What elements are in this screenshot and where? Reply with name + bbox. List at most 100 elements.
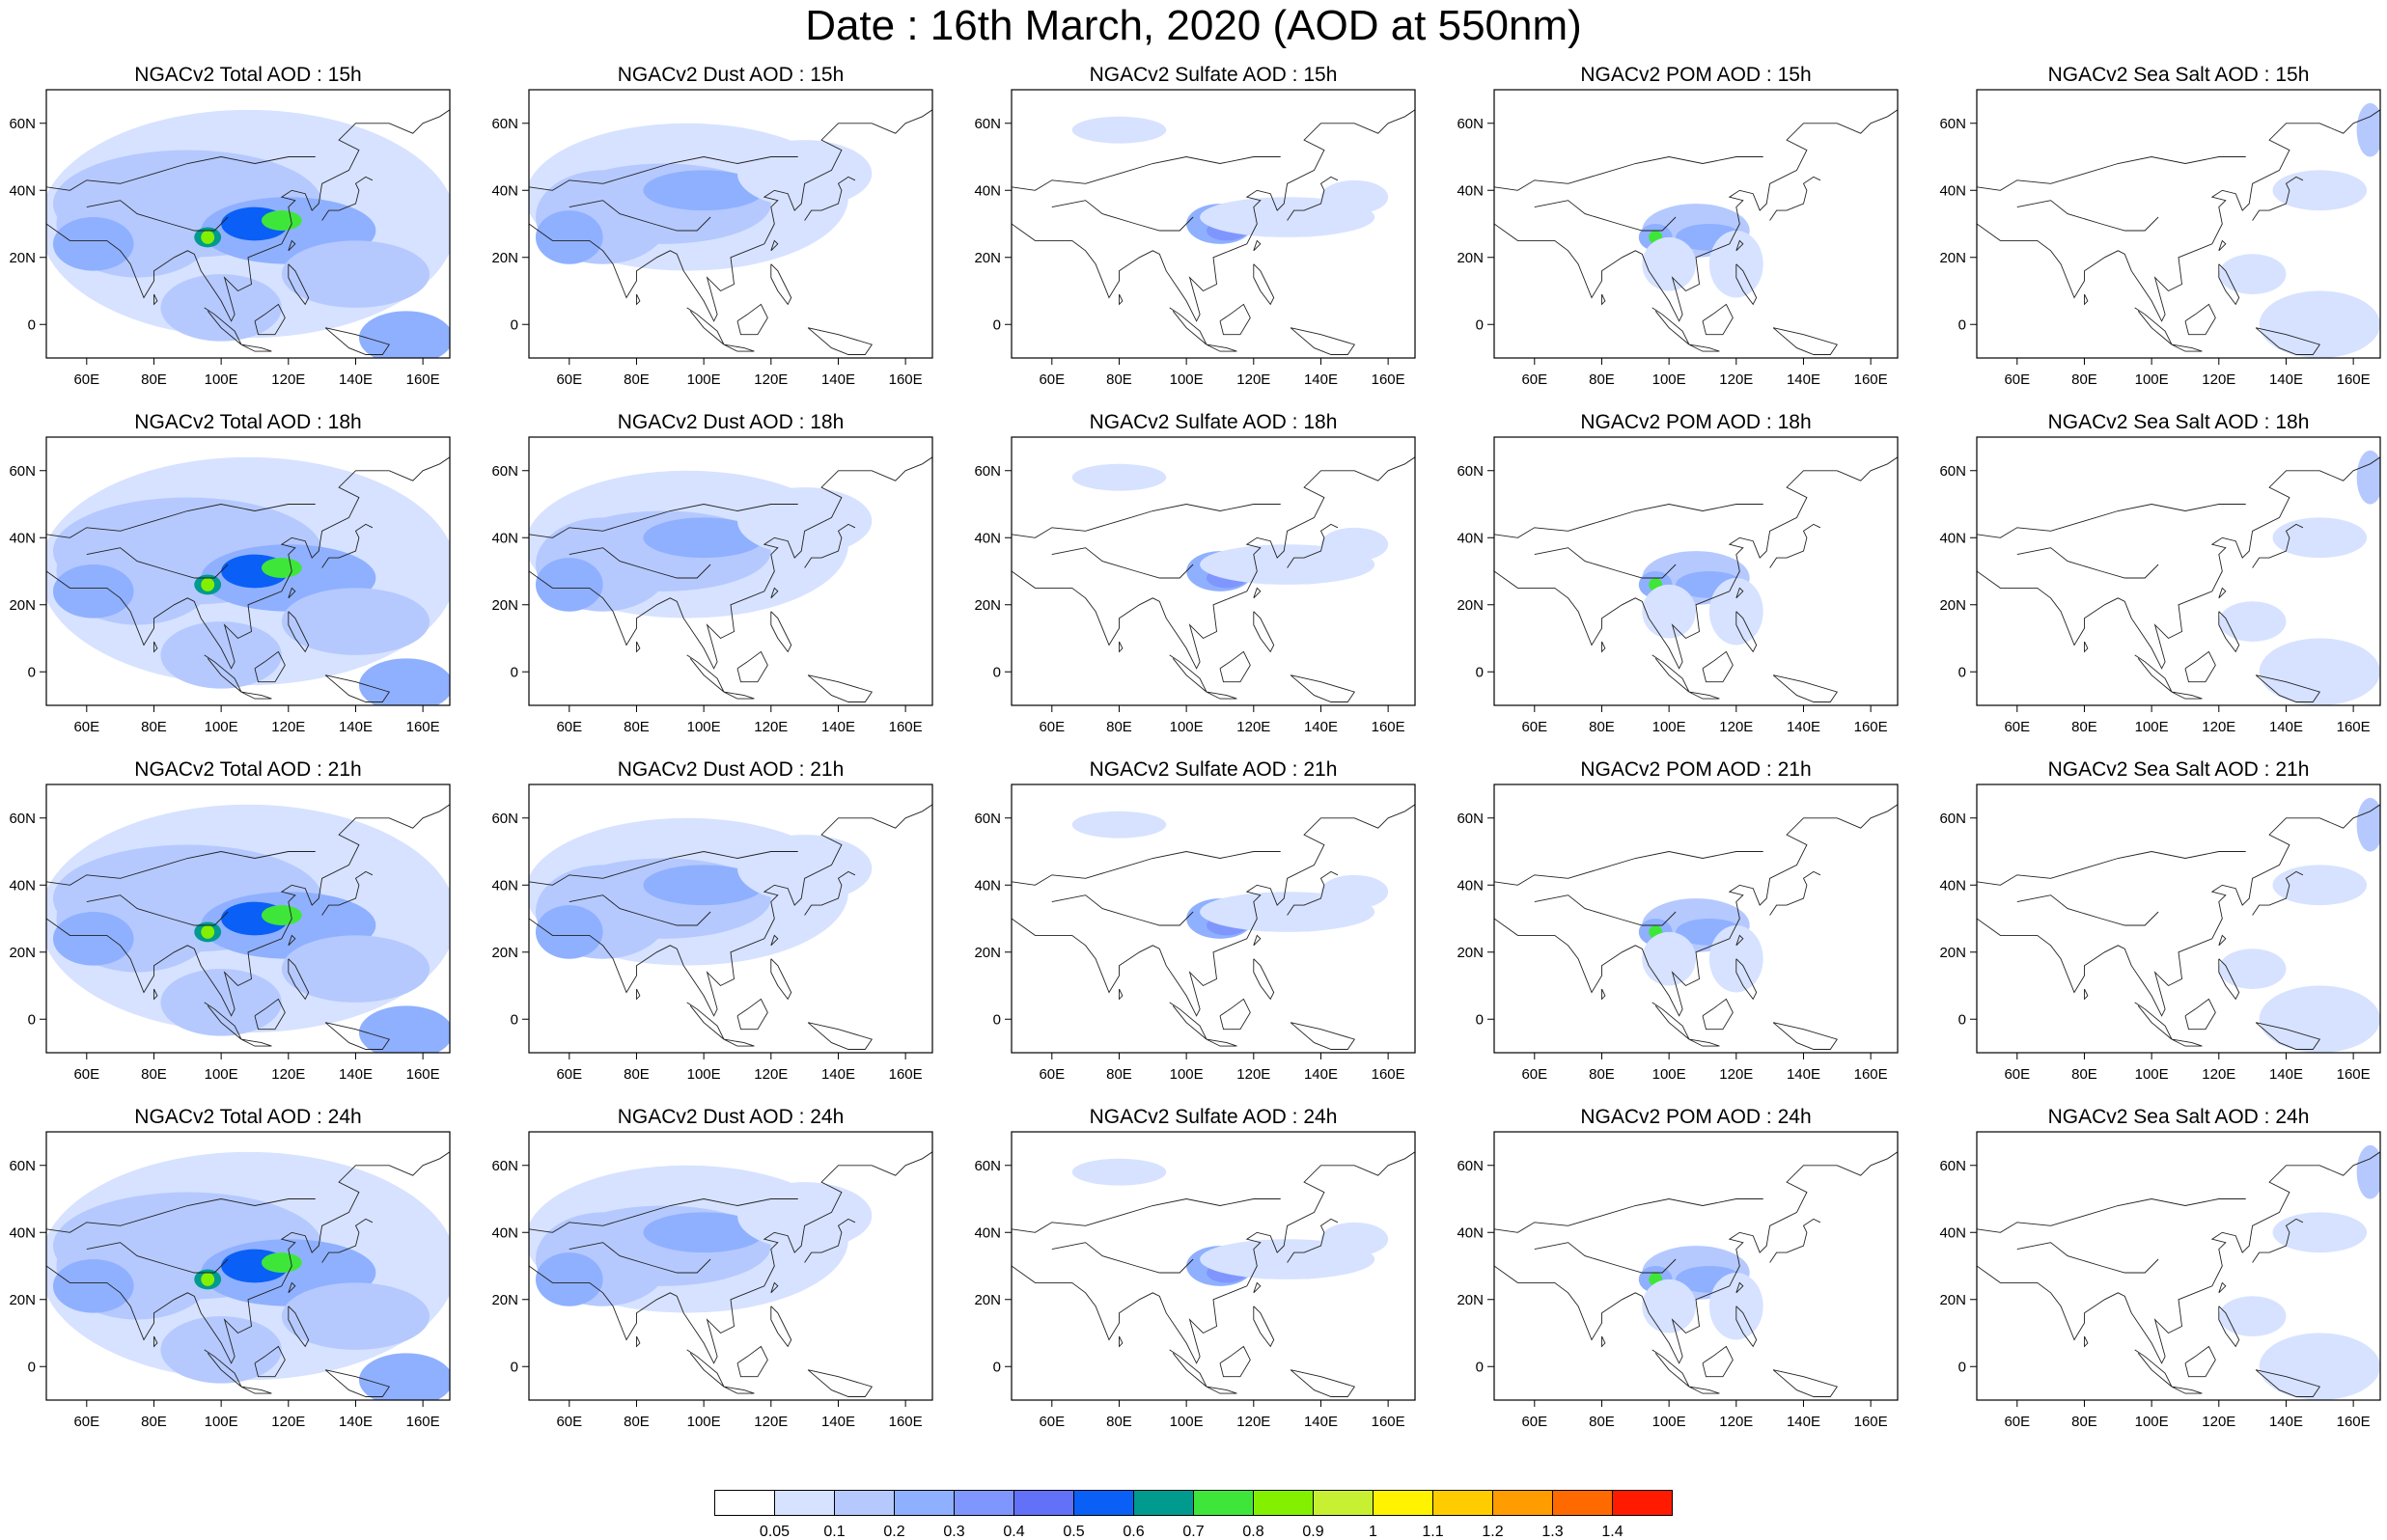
lon-tick-label: 80E [624, 1414, 650, 1430]
coastline [2084, 641, 2089, 653]
coastline [204, 654, 242, 693]
map-frame [45, 784, 451, 1054]
aod-field [1012, 1132, 1415, 1400]
coastline [1977, 109, 2380, 322]
lon-tick-label: 100E [2135, 719, 2169, 735]
coastline [2218, 611, 2240, 653]
coastline [2218, 239, 2227, 252]
lon-tick-label: 100E [687, 719, 721, 735]
coastline [254, 1345, 286, 1378]
lon-tick-label: 160E [889, 719, 923, 735]
coastline [1287, 1218, 1339, 1263]
map-plot: 60E 80E 100E 120E 140E 160E 60N 40N 20N 0 [1457, 784, 1899, 1083]
lon-tick-label: 80E [2071, 1066, 2097, 1083]
coastline [2218, 587, 2227, 599]
lon-tick-label: 60E [1039, 371, 1065, 388]
lat-tick-label: 20N [1457, 250, 1484, 266]
coastline [2218, 958, 2240, 1001]
lat-tick-label: 40N [1939, 182, 1966, 199]
aod-field [1494, 437, 1898, 705]
map-frame [528, 436, 933, 706]
aod-blob [1642, 236, 1696, 291]
coastline [1290, 1022, 1356, 1050]
coastline [46, 1151, 450, 1364]
coastline [2252, 870, 2304, 916]
map-panel: NGACv2 Sulfate AOD : 24h 60E 80E 100E 120E 14… [965, 1106, 1423, 1453]
coastline [2218, 934, 2227, 947]
coastline [1769, 870, 1821, 916]
map-frame [45, 1131, 451, 1401]
coastline [1977, 804, 2380, 1017]
colorbar-swatch [834, 1490, 895, 1516]
map-panel: NGACv2 Dust AOD : 15h 60E 80E 100E 120E 140E 1… [483, 64, 940, 411]
aod-blob [201, 924, 215, 939]
coastline [1051, 1242, 1194, 1274]
coastline [324, 327, 391, 355]
lon-tick-label: 100E [1652, 1414, 1686, 1430]
map-frame [1011, 1131, 1416, 1401]
coastline [1534, 1242, 1677, 1274]
coastline [86, 200, 229, 232]
coastline [321, 870, 374, 916]
coastline [723, 691, 755, 700]
coastline [807, 674, 874, 702]
lat-tick-label: 40N [491, 530, 518, 546]
coastline [1688, 1038, 1720, 1047]
lon-tick-label: 80E [1106, 1066, 1132, 1083]
lon-tick-label: 160E [1372, 1066, 1405, 1083]
aod-blob [261, 905, 302, 925]
colorbar: 0.05 0.1 0.2 0.3 0.4 0.5 0.6 0.7 0.8 0.9 1 1.1 1.2 1.… [714, 1490, 1673, 1540]
panel-title: NGACv2 Sea Salt AOD : 15h [2047, 64, 2310, 86]
coastline [254, 303, 286, 336]
coastline [1601, 293, 1606, 306]
coastline [153, 641, 158, 653]
lon-tick-label: 60E [1521, 719, 1547, 735]
coastline [636, 988, 641, 1001]
coastline [204, 1002, 242, 1040]
lat-tick-label: 0 [1476, 1011, 1484, 1028]
lon-tick-label: 80E [2071, 1414, 2097, 1430]
coastline [723, 344, 755, 352]
coastline [770, 958, 792, 1001]
coastline [736, 998, 768, 1031]
map-frame [45, 89, 451, 359]
lat-tick-label: 20N [491, 945, 518, 961]
lon-tick-label: 160E [889, 1414, 923, 1430]
colorbar-label: 0.8 [1242, 1524, 1263, 1540]
lon-tick-label: 60E [1521, 371, 1547, 388]
coastline [1253, 934, 1262, 947]
coastline [1688, 1386, 1720, 1394]
map-panel: NGACv2 Sea Salt AOD : 15h 60E 80E 100E 120E 1… [1930, 64, 2387, 411]
lat-tick-label: 20N [974, 945, 1001, 961]
coastline [1012, 1151, 1415, 1364]
coastline [1494, 1151, 1898, 1364]
aod-blob [535, 210, 603, 264]
coastline [1702, 303, 1734, 336]
aod-field [529, 784, 932, 1053]
lon-tick-label: 60E [2004, 1066, 2030, 1083]
lon-tick-label: 120E [271, 1066, 305, 1083]
colorbar-swatch [1432, 1490, 1493, 1516]
lon-tick-label: 80E [1589, 1414, 1615, 1430]
panel-title: NGACv2 POM AOD : 21h [1580, 758, 1812, 781]
coastline [686, 1349, 725, 1388]
lat-tick-label: 40N [491, 877, 518, 894]
coastline [807, 1022, 874, 1050]
lat-tick-label: 60N [9, 811, 36, 827]
map-plot: 60E 80E 100E 120E 140E 160E 60N 40N 20N 0 [1939, 784, 2381, 1083]
coastline [686, 1002, 725, 1040]
colorbar-label: 1.4 [1601, 1524, 1623, 1540]
coastline [529, 109, 932, 322]
lat-tick-label: 0 [511, 664, 518, 680]
panel-title: NGACv2 Total AOD : 18h [134, 411, 362, 433]
coastline [1169, 654, 1207, 693]
lon-tick-label: 60E [2004, 1414, 2030, 1430]
lon-tick-label: 140E [2269, 1414, 2303, 1430]
coastline [1534, 547, 1677, 579]
coastline [1651, 1002, 1690, 1040]
panel-title: NGACv2 Dust AOD : 18h [617, 411, 845, 433]
coastline [2255, 1369, 2321, 1397]
lon-tick-label: 60E [73, 371, 99, 388]
coastline [1769, 176, 1821, 221]
lat-tick-label: 40N [1457, 182, 1484, 199]
